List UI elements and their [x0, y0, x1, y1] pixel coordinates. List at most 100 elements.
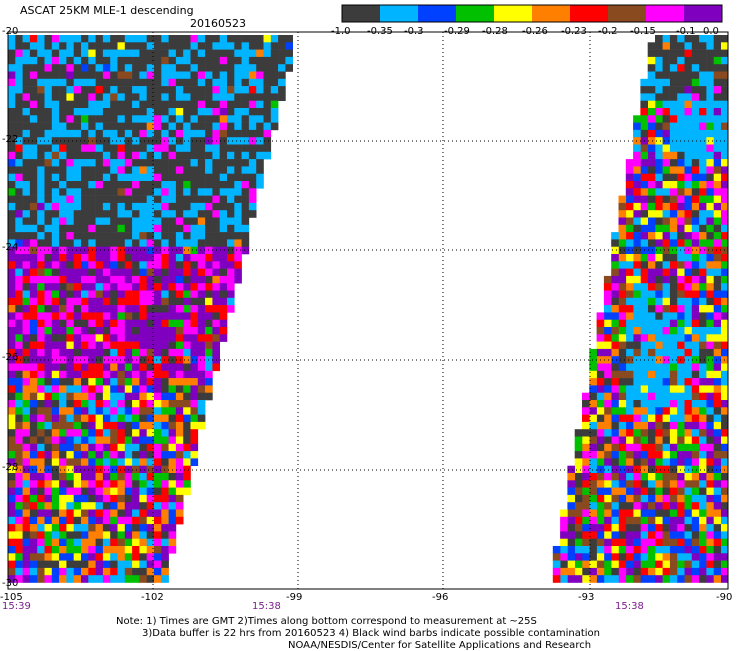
wind-cell	[227, 188, 235, 196]
wind-cell	[124, 429, 133, 437]
wind-cell	[662, 575, 670, 583]
wind-cell	[8, 290, 16, 299]
wind-cell	[633, 487, 641, 496]
wind-cell	[146, 524, 155, 532]
legend-swatch	[494, 5, 533, 22]
wind-cell	[8, 312, 16, 320]
wind-cell	[161, 93, 169, 101]
wind-cell	[655, 400, 663, 408]
wind-cell	[183, 188, 191, 196]
wind-cell	[706, 144, 714, 153]
wind-cell	[154, 370, 162, 379]
wind-cell	[647, 290, 656, 299]
wind-cell	[15, 232, 23, 240]
wind-cell	[676, 188, 685, 196]
wind-cell	[81, 210, 89, 218]
wind-cell	[29, 115, 38, 123]
wind-cell	[146, 297, 155, 306]
wind-cell	[168, 56, 177, 65]
wind-cell	[676, 553, 685, 561]
wind-cell	[22, 129, 31, 138]
wind-cell	[241, 210, 250, 218]
wind-cell	[51, 115, 60, 123]
wind-cell	[22, 261, 31, 269]
wind-cell	[15, 42, 23, 50]
wind-cell	[37, 502, 45, 510]
wind-cell	[676, 217, 685, 226]
wind-cell	[582, 524, 590, 532]
wind-cell	[212, 217, 220, 226]
wind-cell	[655, 115, 663, 123]
wind-cell	[132, 93, 140, 101]
wind-cell	[234, 246, 242, 255]
wind-cell	[110, 290, 118, 299]
wind-cell	[139, 42, 147, 50]
wind-cell	[633, 348, 641, 357]
wind-cell	[168, 436, 177, 445]
wind-cell	[37, 217, 45, 226]
wind-cell	[59, 56, 67, 65]
wind-cell	[640, 319, 648, 328]
wind-cell	[37, 480, 45, 488]
wind-cell	[205, 275, 213, 284]
wind-cell	[132, 494, 140, 503]
wind-cell	[117, 385, 126, 393]
wind-cell	[647, 239, 656, 247]
wind-cell	[647, 246, 656, 255]
wind-cell	[212, 86, 220, 94]
wind-cell	[117, 275, 126, 284]
wind-cell	[596, 392, 605, 401]
wind-cell	[110, 173, 118, 182]
wind-cell	[8, 86, 16, 94]
wind-cell	[44, 56, 53, 65]
wind-cell	[596, 531, 605, 539]
wind-cell	[124, 546, 133, 554]
wind-cell	[669, 137, 678, 145]
wind-cell	[713, 407, 721, 415]
wind-cell	[205, 370, 213, 379]
wind-cell	[197, 305, 206, 313]
wind-cell	[73, 166, 82, 174]
wind-cell	[552, 560, 561, 569]
wind-cell	[190, 334, 199, 342]
wind-cell	[655, 78, 663, 87]
wind-cell	[15, 370, 23, 379]
wind-cell	[154, 64, 162, 72]
wind-cell	[110, 363, 118, 372]
legend-swatch	[342, 5, 381, 22]
wind-cell	[124, 144, 133, 153]
wind-cell	[633, 524, 641, 532]
wind-cell	[73, 451, 82, 459]
wind-cell	[44, 115, 53, 123]
wind-cell	[95, 195, 104, 204]
wind-cell	[603, 348, 612, 357]
wind-cell	[161, 458, 169, 466]
wind-cell	[270, 78, 279, 87]
wind-cell	[22, 385, 31, 393]
wind-cell	[168, 100, 177, 109]
wind-cell	[117, 224, 126, 233]
wind-cell	[88, 297, 96, 306]
wind-cell	[117, 487, 126, 496]
wind-cell	[110, 407, 118, 415]
wind-cell	[603, 443, 612, 452]
wind-cell	[154, 546, 162, 554]
wind-cell	[110, 217, 118, 226]
wind-cell	[684, 319, 692, 328]
wind-cell	[88, 370, 96, 379]
wind-cell	[154, 122, 162, 131]
wind-cell	[713, 334, 721, 342]
wind-cell	[73, 567, 82, 576]
wind-cell	[190, 232, 199, 240]
wind-cell	[567, 524, 575, 532]
wind-cell	[154, 378, 162, 386]
wind-cell	[197, 363, 206, 372]
wind-cell	[698, 275, 707, 284]
wind-cell	[117, 188, 126, 196]
wind-cell	[102, 71, 111, 80]
wind-cell	[95, 151, 104, 160]
wind-cell	[146, 42, 155, 50]
wind-cell	[44, 494, 53, 503]
wind-cell	[102, 108, 111, 116]
wind-cell	[706, 49, 714, 58]
